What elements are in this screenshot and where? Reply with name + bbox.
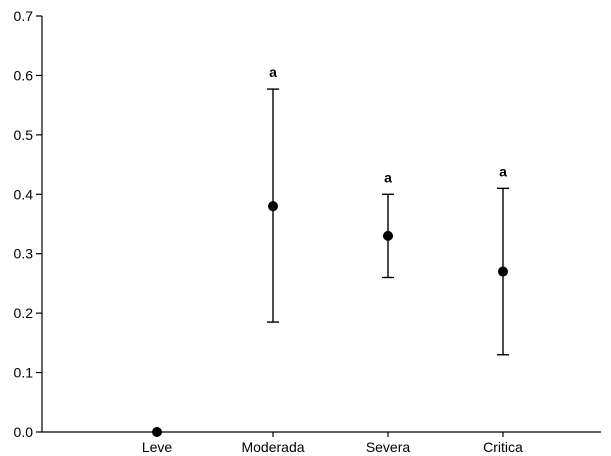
data-point (268, 201, 278, 212)
x-tick-label: Moderada (241, 439, 304, 455)
y-tick-label: 0.3 (14, 246, 34, 262)
y-tick-label: 0.5 (14, 127, 34, 143)
y-tick-label: 0.0 (14, 424, 34, 440)
y-tick-label: 0.2 (14, 305, 34, 321)
data-point (152, 427, 162, 437)
marks: a a a (152, 64, 509, 437)
significance-label: a (499, 163, 507, 179)
data-point (383, 230, 393, 241)
x-tick-label: Severa (366, 439, 411, 455)
x-tick-label: Critica (483, 439, 523, 455)
significance-label: a (384, 169, 392, 185)
y-tick-label: 0.6 (14, 67, 34, 83)
significance-label: a (269, 64, 277, 80)
y-tick-label: 0.1 (14, 365, 34, 381)
y-tick-label: 0.7 (14, 8, 34, 24)
data-point (498, 266, 508, 277)
x-tick-label: Leve (142, 439, 173, 455)
y-tick-label: 0.4 (14, 186, 34, 202)
axes: 0.0 0.1 0.2 0.3 0.4 0.5 0.6 0.7 Leve Moderada Seve… (14, 8, 601, 455)
